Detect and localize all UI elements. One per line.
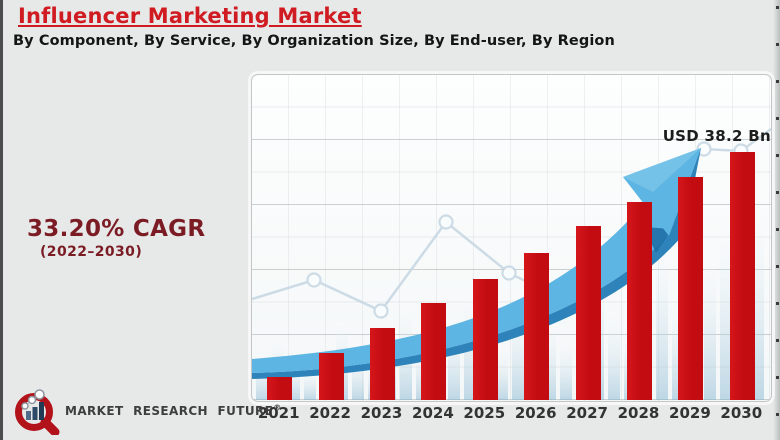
registered-mark: ®	[273, 402, 282, 412]
chart-plot-area	[251, 74, 772, 402]
bar-2021	[267, 377, 293, 400]
cagr-block: 33.20% CAGR (2022–2030)	[27, 216, 205, 260]
x-tick-2023: 2023	[360, 404, 403, 422]
bars-layer	[252, 75, 771, 401]
bar-2024	[421, 303, 447, 400]
bar-2029	[678, 177, 704, 400]
bar-2026	[524, 253, 550, 400]
bar-2027	[575, 226, 601, 400]
page-title[interactable]: Influencer Marketing Market	[18, 4, 362, 28]
bar-2023	[370, 328, 395, 400]
x-tick-2028: 2028	[617, 404, 660, 422]
brand-logo-text: MARKET RESEARCH FUTURE	[65, 403, 274, 418]
brand-logo-label: MARKET RESEARCH FUTURE®	[65, 403, 282, 418]
x-tick-2026: 2026	[514, 404, 557, 422]
left-border-decoration	[0, 0, 3, 440]
bar-2028	[627, 202, 652, 400]
cagr-period: (2022–2030)	[40, 244, 143, 260]
cagr-value: 33.20% CAGR	[27, 216, 206, 242]
brand-logo-icon	[15, 389, 60, 435]
x-tick-2029: 2029	[669, 404, 711, 422]
x-tick-2027: 2027	[566, 404, 608, 422]
bar-2030	[729, 152, 755, 400]
right-edge-ticks	[776, 6, 779, 430]
x-tick-2021: 2021	[257, 404, 300, 422]
x-axis: 2021 2022 2023 2024 2025 2026 2027 2028 2029 2030	[0, 404, 780, 426]
bar-2025	[472, 279, 498, 400]
x-tick-2025: 2025	[463, 404, 506, 422]
value-label-2030: USD 38.2 Bn	[662, 127, 771, 145]
page-subtitle: By Component, By Service, By Organizatio…	[13, 33, 615, 49]
x-tick-2022: 2022	[309, 404, 351, 422]
brand-logo: MARKET RESEARCH FUTURE®	[10, 385, 282, 435]
x-tick-2024: 2024	[412, 404, 454, 422]
bar-2022	[318, 353, 344, 400]
x-tick-2030: 2030	[720, 404, 763, 422]
